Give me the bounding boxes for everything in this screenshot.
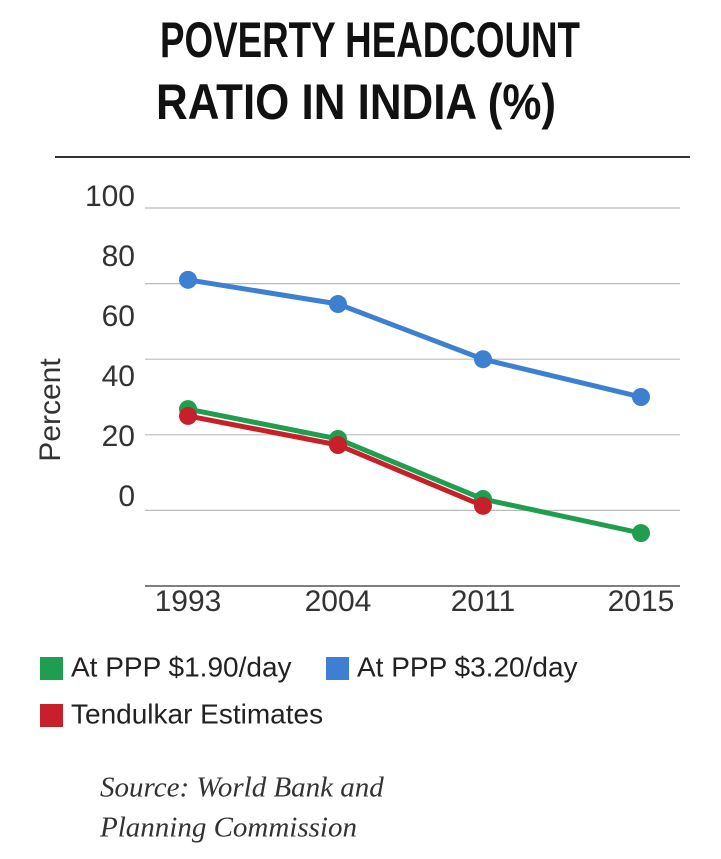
point: [329, 436, 347, 455]
y-tick-label: 80: [102, 240, 135, 273]
series-line: [187, 413, 484, 509]
y-axis-label: Percent: [34, 358, 67, 462]
point: [179, 406, 197, 425]
x-tick-label: 2011: [451, 585, 516, 618]
series-line: [187, 406, 642, 536]
point: [329, 295, 347, 314]
legend-swatch: [40, 704, 63, 727]
legend-label: At PPP $1.90/day: [71, 651, 292, 682]
point: [474, 496, 492, 515]
x-tick-label: 2004: [305, 585, 372, 618]
source: Source: World Bank and: [100, 772, 384, 804]
source: Planning Commission: [99, 812, 357, 844]
x-tick-label: 1993: [155, 585, 222, 618]
point: [632, 524, 650, 543]
legend-label: Tendulkar Estimates: [71, 698, 323, 729]
point: [632, 388, 650, 406]
point: [474, 350, 492, 369]
y-tick-label: 100: [85, 180, 135, 213]
y-tick-label: 20: [102, 420, 135, 453]
point: [179, 270, 197, 289]
y-tick-label: 40: [102, 360, 135, 393]
legend-swatch: [40, 657, 63, 680]
legend-swatch: [326, 657, 349, 680]
legend-label: At PPP $3.20/day: [357, 651, 578, 682]
y-tick-label: 0: [118, 480, 135, 513]
chart-title: RATIO IN INDIA (%): [156, 74, 556, 130]
x-tick-label: 2015: [608, 585, 675, 618]
y-tick-label: 60: [102, 300, 135, 333]
series-line: [187, 277, 642, 400]
chart-title: POVERTY HEADCOUNT: [160, 12, 580, 68]
